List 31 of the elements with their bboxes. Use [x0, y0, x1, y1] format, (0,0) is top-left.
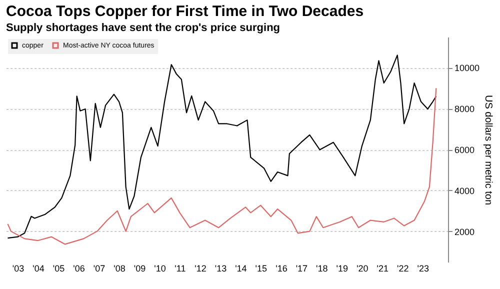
x-tick-label: '05	[52, 264, 65, 274]
x-tick-label: '17	[296, 264, 308, 274]
y-tick-label: 6000	[454, 145, 475, 155]
x-tick-label: '03	[12, 264, 24, 274]
line-series	[7, 54, 437, 239]
x-tick-label: '04	[32, 264, 44, 274]
x-tick-label: '11	[174, 264, 186, 274]
x-tick-label: '15	[255, 264, 268, 274]
x-tick-label: '10	[154, 264, 166, 274]
x-tick-label: '14	[235, 264, 247, 274]
line-series	[7, 88, 437, 245]
x-tick-label: '22	[397, 264, 409, 274]
x-tick-label: '16	[276, 264, 288, 274]
x-tick-label: '07	[93, 264, 106, 274]
x-tick-label: '23	[417, 264, 429, 274]
x-tick-label: '08	[114, 264, 126, 274]
x-tick-label: '21	[376, 264, 389, 274]
chart-title: Cocoa Tops Copper for First Time in Two Decades	[6, 3, 364, 20]
y-axis-title: US dollars per metric ton	[482, 94, 494, 206]
y-tick-label: 10000	[454, 63, 480, 74]
y-tick-label: 2000	[454, 226, 475, 237]
chart-subtitle: Supply shortages have sent the crop's price surging	[6, 22, 280, 34]
x-tick-label: '18	[316, 264, 328, 274]
x-tick-label: '06	[73, 264, 85, 274]
y-tick-label: 8000	[454, 104, 475, 114]
x-tick-label: '20	[356, 264, 368, 274]
x-tick-label: '09	[134, 264, 146, 274]
y-tick-label: 4000	[454, 186, 475, 196]
x-tick-label: '13	[214, 264, 227, 274]
x-tick-label: '19	[336, 264, 348, 274]
x-tick-label: '12	[194, 264, 206, 274]
